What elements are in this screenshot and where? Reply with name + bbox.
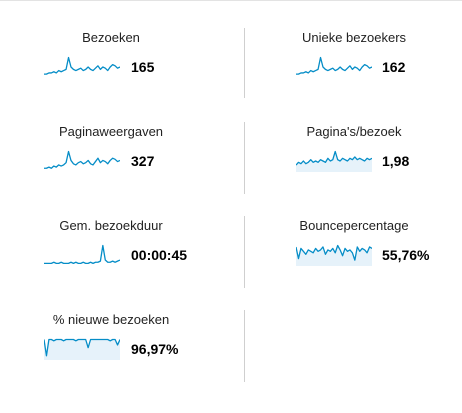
metric-value: 1,98 [382,153,410,169]
metric-title: % nieuwe bezoeken [52,312,170,327]
sparkline [296,244,372,266]
sparkline [44,338,120,360]
metric-title: Bezoeken [82,30,140,45]
metric-value: 00:00:45 [131,247,188,263]
sparkline-line [296,244,372,261]
column-divider [244,28,245,98]
metric-pages-per-visit: Pagina's/bezoek 1,98 [246,124,462,216]
sparkline-line [44,338,120,357]
sparkline-line [296,56,372,75]
top-divider [0,0,462,1]
sparkline [44,56,120,75]
sparkline-area [296,151,372,172]
metric-visits: Bezoeken 165 [0,30,222,122]
metric-value: 96,97% [131,341,179,357]
metric-value: 55,76% [382,247,430,263]
sparkline-area [296,245,372,266]
metric-title: Paginaweergaven [58,124,164,139]
metric-title: Unieke bezoekers [301,30,407,45]
metric-title: Gem. bezoekduur [59,218,163,233]
metric-pageviews: Paginaweergaven 327 [0,124,222,216]
metric-avg-visit-duration: Gem. bezoekduur 00:00:45 [0,218,222,310]
sparkline [296,56,372,75]
sparkline [44,150,120,169]
metric-value: 165 [131,59,155,75]
metric-bounce-rate: Bouncepercentage 55,76% [246,218,462,310]
sparkline-line [44,244,120,265]
metric-value: 162 [382,59,406,75]
metric-title: Pagina's/bezoek [306,124,402,139]
column-divider [244,216,245,288]
sparkline-line [44,56,120,75]
metric-value: 327 [131,153,155,169]
sparkline-line [296,150,372,166]
column-divider [244,122,245,194]
column-divider [244,310,245,382]
metric-title: Bouncepercentage [299,218,409,233]
sparkline-area [44,339,120,360]
sparkline [296,150,372,172]
metric-unique-visitors: Unieke bezoekers 162 [246,30,462,122]
sparkline-line [44,150,120,169]
metric-new-visits-percentage: % nieuwe bezoeken 96,97% [0,312,222,404]
sparkline [44,244,120,265]
